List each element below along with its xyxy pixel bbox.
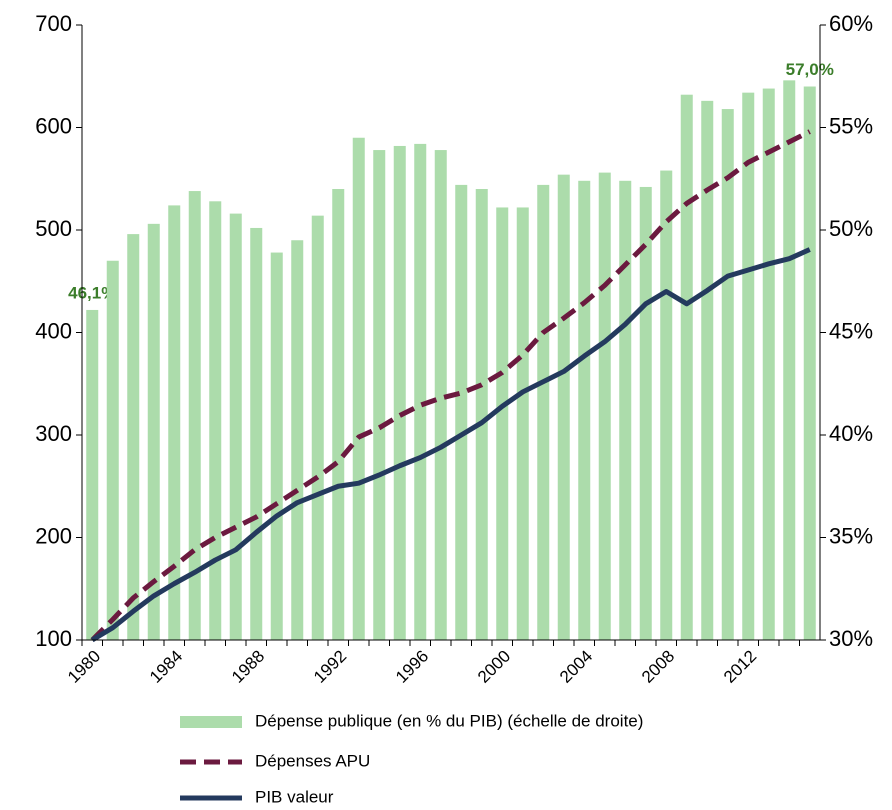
y2-tick-label: 40% [829,421,873,446]
bar [680,94,693,640]
value-label: 46,1% [68,283,116,302]
x-tick-label: 1984 [146,647,186,687]
bar [455,184,468,640]
bar [127,234,140,640]
bar [86,309,99,640]
legend-label: PIB valeur [255,787,334,806]
y-tick-label: 500 [35,216,72,241]
x-tick-label: 1980 [64,647,104,687]
line [90,247,811,643]
y2-tick-label: 30% [829,626,873,651]
bar [557,174,570,640]
y2-tick-label: 45% [829,318,873,343]
bar [229,213,242,640]
y2-tick-label: 60% [829,11,873,36]
bar [639,186,652,640]
y-tick-label: 600 [35,113,72,138]
bar [475,189,488,640]
x-tick-label: 1988 [228,647,268,687]
line [90,129,811,642]
bar [721,109,734,641]
value-label: 57,0% [786,60,834,79]
bar [783,80,796,641]
x-tick-label: 2000 [474,647,514,687]
y2-tick-label: 55% [829,113,873,138]
bar [147,223,160,640]
bar [168,205,181,640]
y-tick-label: 400 [35,318,72,343]
x-tick-label: 1996 [392,647,432,687]
bar [414,143,427,640]
bar [373,150,386,641]
bar [311,215,324,640]
bar [537,184,550,640]
bar [578,180,591,641]
bar [250,227,263,640]
bar [660,170,673,641]
y2-tick-label: 35% [829,523,873,548]
bar [803,86,816,640]
bar [270,252,283,641]
bar [188,191,201,641]
bar [393,145,406,640]
bar [209,201,222,641]
bar [516,207,529,640]
bar [496,207,509,640]
bar [291,240,304,640]
bar [106,260,119,640]
bar [332,189,345,640]
bar [742,92,755,640]
legend-swatch [180,716,242,728]
legend-label: Dépenses APU [255,751,370,770]
y-tick-label: 100 [35,626,72,651]
x-tick-label: 2004 [556,647,596,687]
x-tick-label: 2008 [638,647,678,687]
y-tick-label: 200 [35,523,72,548]
bar [352,137,365,640]
x-tick-label: 1992 [310,647,350,687]
y-tick-label: 700 [35,11,72,36]
bar [619,180,632,641]
bar [598,172,611,640]
y2-tick-label: 50% [829,216,873,241]
y-tick-label: 300 [35,421,72,446]
bar [434,150,447,641]
bar [762,88,775,641]
bar [701,100,714,641]
x-tick-label: 2012 [720,647,760,687]
legend-label: Dépense publique (en % du PIB) (échelle … [255,711,643,730]
